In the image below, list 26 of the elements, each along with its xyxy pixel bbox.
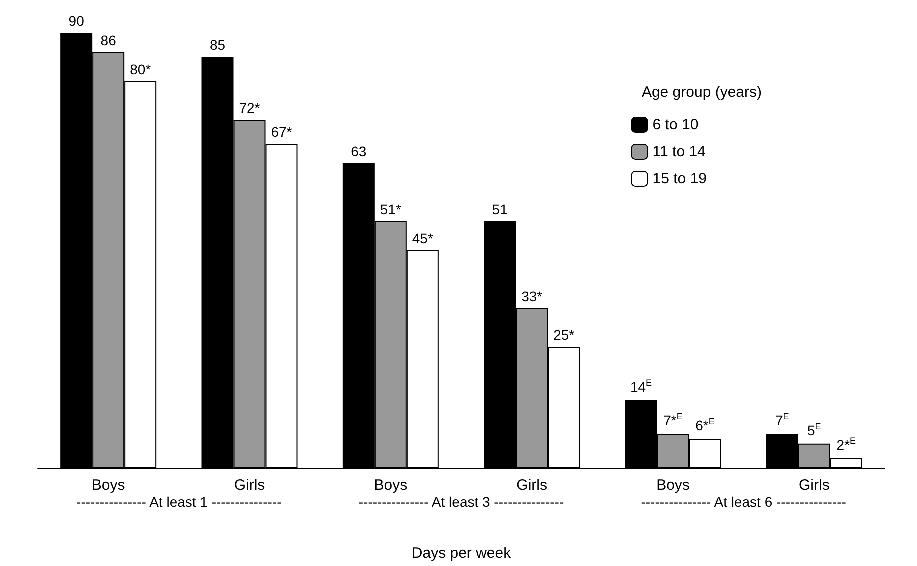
legend-label: 6 to 10: [652, 116, 699, 134]
data-label: 72*: [239, 100, 261, 116]
x-tick-label: Girls: [799, 477, 830, 494]
x-tick-label: Boys: [374, 477, 408, 494]
legend-title: Age group (years): [642, 84, 762, 101]
x-tick-label: Girls: [234, 477, 266, 494]
data-label: 85: [210, 37, 226, 54]
x-tick-label: Boys: [92, 477, 126, 494]
data-label: 51*: [380, 202, 402, 218]
data-label: 80*: [130, 61, 152, 78]
text: --------------- At least 3 ---------------: [358, 494, 564, 510]
x-tick-label: Boys: [656, 477, 690, 494]
data-label: 25*: [554, 327, 576, 344]
legend-label: 15 to 19: [652, 170, 708, 188]
data-label: 51: [492, 202, 508, 218]
x-axis-title: Days per week: [412, 545, 512, 562]
data-label: 33*: [522, 288, 544, 304]
text: --------------- At least 6 ---------------: [641, 494, 847, 510]
data-label: 90: [68, 13, 85, 29]
data-label: 86: [100, 32, 117, 48]
data-label: 45*: [412, 230, 434, 246]
x-tick-label: Girls: [516, 477, 548, 494]
data-label: 63: [351, 144, 367, 160]
text: --------------- At least 1 ---------------: [76, 494, 282, 510]
legend-label: 11 to 14: [652, 144, 706, 160]
data-label: 67*: [271, 124, 293, 140]
